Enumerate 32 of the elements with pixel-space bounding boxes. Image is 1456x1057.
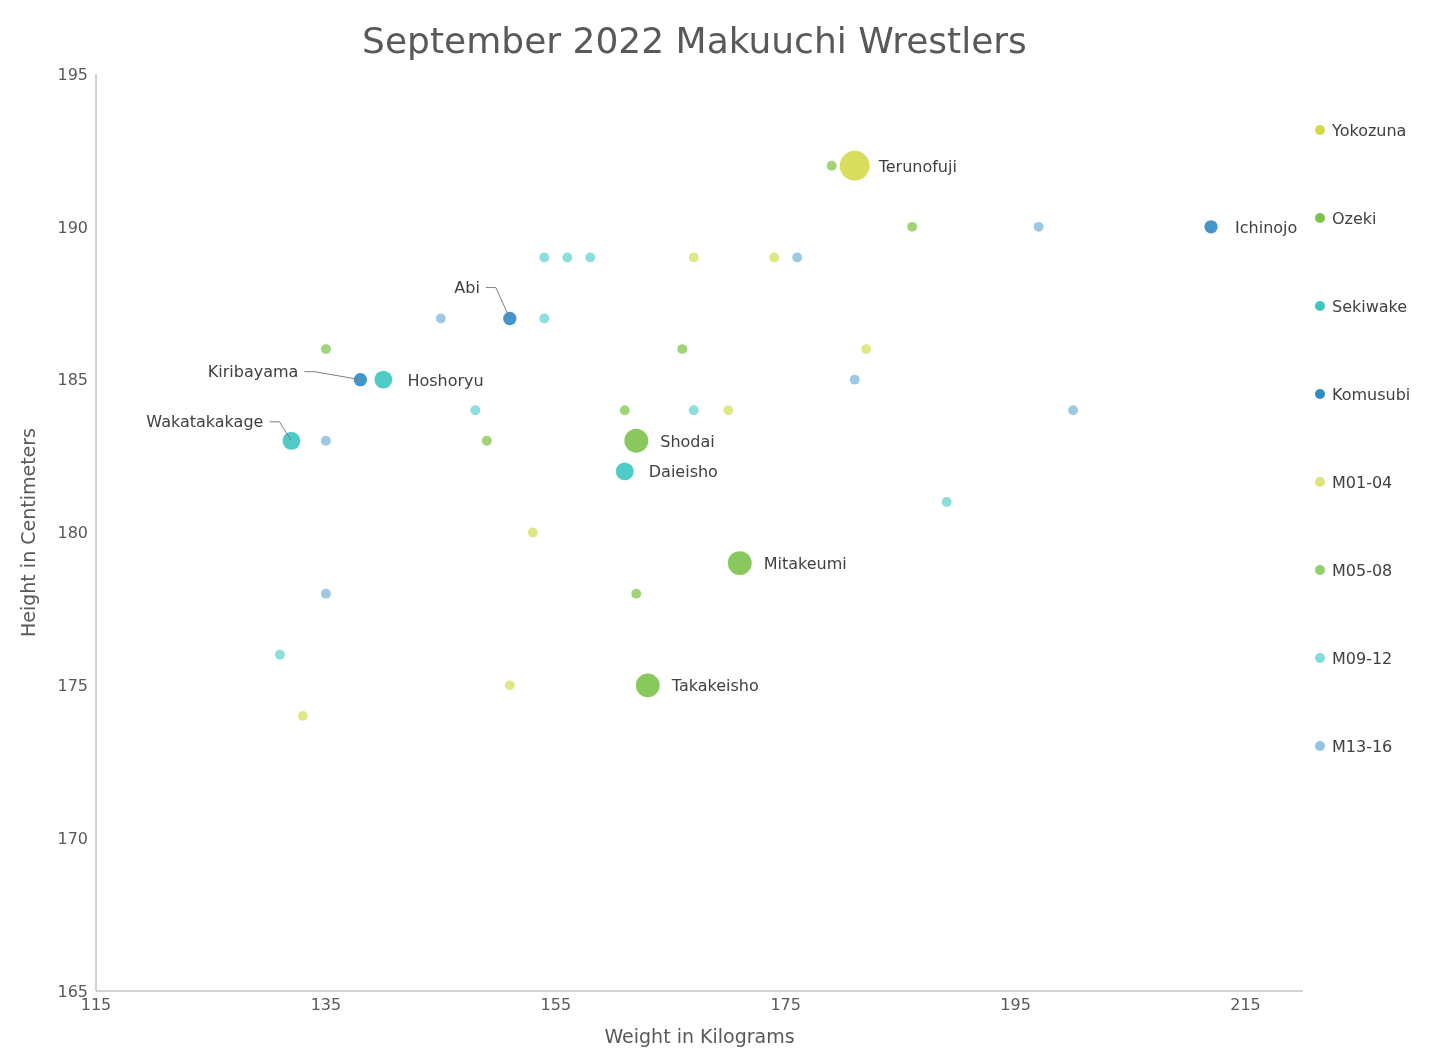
y-tick-label: 170: [57, 828, 88, 848]
legend-label: Sekiwake: [1332, 296, 1408, 316]
y-tick-label: 180: [57, 523, 88, 543]
y-tick-label: 185: [57, 370, 88, 390]
x-tick-label: 135: [310, 995, 342, 1015]
annotation: Shodai: [660, 431, 715, 451]
annotation: Daieisho: [648, 462, 718, 482]
y-tick-label: 195: [57, 64, 88, 84]
annotation: Ichinojo: [1235, 217, 1298, 237]
annotation: Hoshoryu: [407, 370, 484, 390]
x-tick-label: 155: [540, 995, 572, 1015]
annotation: Mitakeumi: [763, 554, 847, 574]
annotation: Takakeisho: [670, 676, 759, 696]
annotation: Terunofuji: [877, 156, 957, 176]
legend-label: M05-08: [1332, 560, 1393, 580]
legend-label: M09-12: [1332, 648, 1393, 668]
y-axis-title: Height in Centimeters: [16, 428, 39, 637]
x-tick-label: 175: [770, 995, 801, 1015]
legend-label: Komusubi: [1332, 384, 1411, 404]
y-tick-label: 190: [57, 217, 88, 237]
legend-label: M13-16: [1332, 736, 1393, 756]
legend-label: Ozeki: [1332, 208, 1377, 228]
legend-label: Yokozuna: [1332, 120, 1407, 140]
x-tick-label: 215: [1230, 995, 1261, 1015]
chart-title: September 2022 Makuuchi Wrestlers: [361, 20, 1028, 61]
legend-label: M01-04: [1332, 472, 1393, 492]
x-axis-title: Weight in Kilograms: [604, 1025, 795, 1047]
annotation: Kiribayama: [207, 361, 299, 381]
y-tick-label: 175: [57, 676, 88, 696]
x-tick-label: 195: [1000, 995, 1031, 1015]
annotation: Wakatakakage: [146, 411, 264, 431]
annotation: Abi: [454, 277, 480, 297]
